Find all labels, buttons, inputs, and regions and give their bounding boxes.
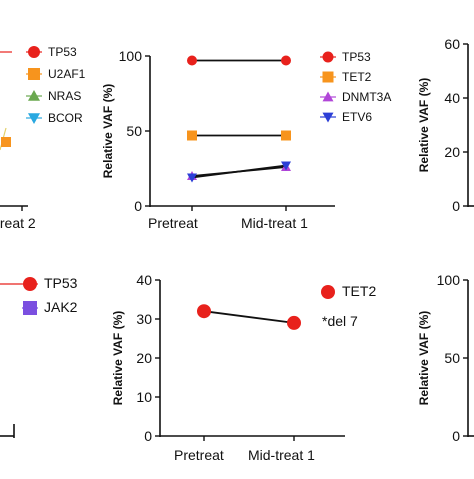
panel-bottom-center-xtick-label: Mid-treat 1 (248, 447, 315, 463)
panel-bottom-right-ytick-label: 100 (437, 272, 461, 288)
panel-top-left-legend-label: U2AF1 (48, 67, 86, 81)
panel-top-center-ylabel: Relative VAF (%) (101, 84, 115, 178)
panel-top-left-legend-marker-u2af1 (28, 68, 40, 80)
panel-top-left-legend-marker-bcor (28, 113, 40, 124)
panel-top-right-ytick-label: 20 (444, 144, 460, 160)
panel-top-left-legend-label: NRAS (48, 89, 81, 103)
panel-top-center-legend-label: TET2 (342, 70, 372, 84)
panel-top-right-ytick-label: 0 (452, 198, 460, 214)
panel-top-left-legend-label: TP53 (48, 45, 77, 59)
panel-bottom-right-ytick-label: 0 (452, 428, 460, 444)
panel-bottom-center-ytick-label: 0 (144, 428, 152, 444)
panel-top-right-ytick-label: 40 (444, 90, 460, 106)
panel-bottom-center-series-line-tet2 (203, 310, 295, 324)
panel-top-center-ytick-label: 0 (134, 198, 142, 214)
panel-top-left-legend-label: BCOR (48, 111, 83, 125)
panel-bottom-left-legend-label: JAK2 (44, 299, 78, 315)
panel-bottom-right-ylabel: Relative VAF (%) (417, 311, 431, 405)
panel-bottom-center-xtick-label: Pretreat (174, 447, 224, 463)
panel-bottom-center-point-tet2 (287, 315, 301, 330)
panel-top-center-series-line-etv6 (191, 164, 287, 179)
panel-bottom-center-legend-marker-tet2 (321, 285, 335, 299)
panel-top-center-legend-marker-tp53 (322, 51, 334, 63)
panel-bottom-right-ytick-label: 50 (444, 350, 460, 366)
panel-bottom-center-ytick-label: 30 (136, 311, 152, 327)
panel-top-center-point-etv6 (187, 173, 197, 183)
panel-bottom-left-legend-marker-tp53 (23, 277, 37, 291)
panel-top-center-ytick-label: 100 (119, 48, 143, 64)
panel-top-center-point-tp53 (187, 55, 197, 66)
panel-top-center-legend-marker-tet2 (322, 71, 334, 83)
panel-top-right-ytick-label: 60 (444, 36, 460, 52)
panel-bottom-center-annotation: *del 7 (322, 313, 358, 329)
panel-top-center-legend-marker-dnmt3a (322, 91, 334, 102)
panel-bottom-left-legend-label: TP53 (44, 275, 78, 291)
panel-top-center-point-tet2 (187, 130, 197, 141)
panel-top-center-legend-marker-etv6 (322, 112, 334, 123)
panel-bottom-center-ytick-label: 10 (136, 389, 152, 405)
panel-bottom-center-point-tet2 (197, 304, 211, 319)
panel-top-center-point-etv6 (281, 161, 291, 171)
panel-bottom-center-legend-label: TET2 (342, 283, 376, 299)
panel-top-left-xtick-label: treat 2 (0, 215, 36, 231)
panel-top-center-point-tp53 (281, 55, 291, 66)
panel-top-center-legend-label: DNMT3A (342, 90, 391, 104)
panel-top-center-ytick-label: 50 (126, 123, 142, 139)
panel-top-center-xtick-label: Pretreat (148, 215, 198, 231)
panel-top-center-legend-label: TP53 (342, 50, 371, 64)
panel-top-right-ylabel: Relative VAF (%) (417, 78, 431, 172)
panel-top-center-xtick-label: Mid-treat 1 (241, 215, 308, 231)
panel-top-left-legend-marker-nras (28, 90, 40, 101)
panel-top-left-point-u2af1 (1, 137, 11, 147)
panel-bottom-center-ytick-label: 40 (136, 272, 152, 288)
panel-top-center-point-tet2 (281, 130, 291, 141)
panel-top-center-legend-label: ETV6 (342, 110, 372, 124)
panel-bottom-left-legend-marker-jak2 (23, 301, 37, 315)
panel-bottom-center-ytick-label: 20 (136, 350, 152, 366)
panel-top-left-legend-marker-tp53 (28, 46, 40, 58)
panel-bottom-center-ylabel: Relative VAF (%) (111, 311, 125, 405)
